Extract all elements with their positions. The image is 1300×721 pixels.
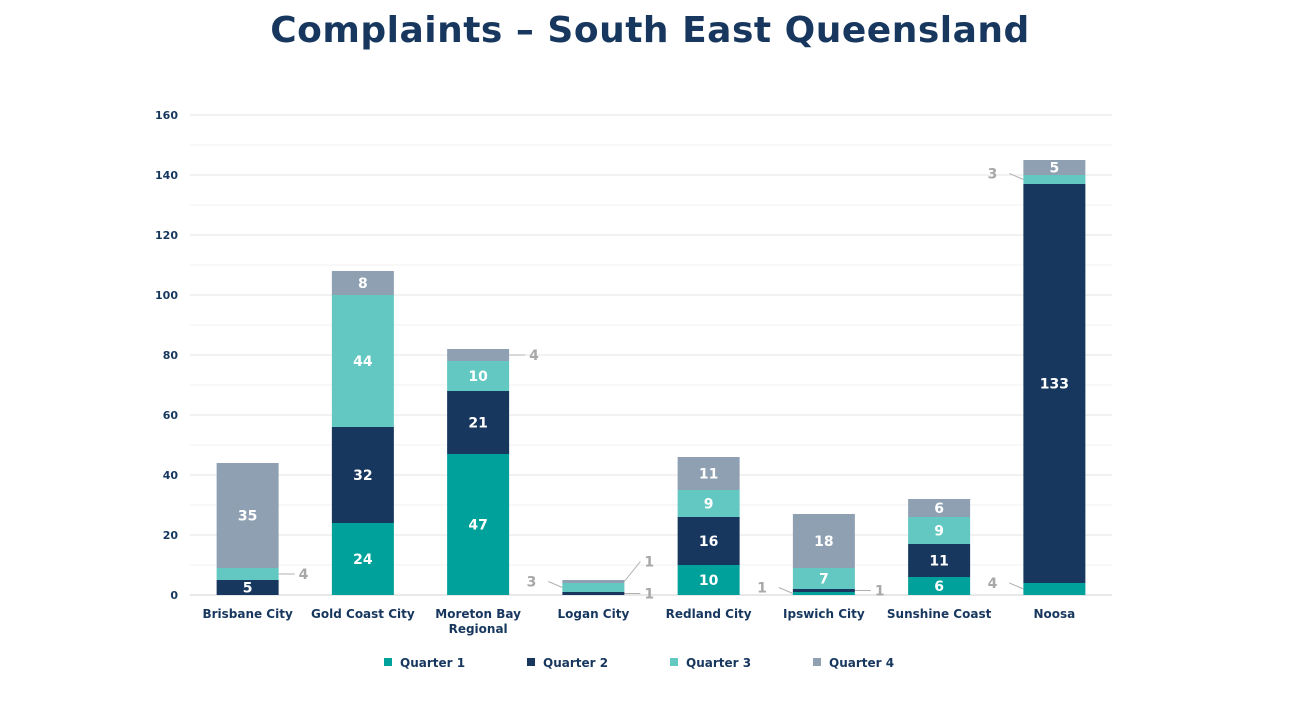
bar-segment-quarter-2	[331, 427, 394, 523]
callout-line	[548, 581, 563, 588]
data-label: 47	[468, 518, 487, 534]
data-label: 11	[699, 467, 718, 483]
x-axis: Brisbane City Gold Coast City Moreton BayR…	[202, 607, 1075, 636]
data-label: 6	[934, 501, 944, 517]
bar-segment-quarter-3	[562, 583, 625, 592]
data-label: 10	[468, 369, 488, 385]
bar-segment-quarter-4	[331, 271, 394, 295]
y-tick-label: 60	[163, 409, 179, 422]
bar-segment-quarter-2	[1023, 184, 1086, 583]
data-label: 44	[353, 354, 373, 370]
data-label: 18	[814, 534, 833, 550]
data-label: 9	[934, 524, 944, 540]
bar-segment-quarter-4	[1023, 160, 1086, 175]
callout-line	[778, 587, 794, 594]
y-tick-label: 80	[163, 349, 179, 362]
bar-segment-quarter-2	[792, 589, 855, 592]
x-category-label: Moreton Bay	[435, 607, 521, 621]
callout-line	[623, 561, 641, 582]
bar-segment-quarter-4	[562, 580, 625, 583]
legend-swatch	[527, 658, 535, 666]
bar-segment-quarter-4	[908, 499, 971, 517]
bar-segment-quarter-1	[792, 592, 855, 595]
bar-segment-quarter-4	[216, 463, 279, 568]
x-category-label: Ipswich City	[783, 607, 865, 621]
data-label: 32	[353, 468, 372, 484]
y-tick-label: 160	[155, 109, 178, 122]
x-category-label: Regional	[449, 622, 508, 636]
bars	[216, 160, 1086, 595]
data-label: 9	[704, 497, 714, 513]
bar-segment-quarter-1	[447, 454, 510, 595]
callout-label: 1	[644, 555, 654, 571]
y-tick-label: 20	[163, 529, 179, 542]
callout-label: 1	[875, 584, 885, 600]
callout-label: 3	[988, 167, 998, 183]
legend-label: Quarter 1	[400, 656, 465, 670]
legend: Quarter 1 Quarter 2 Quarter 3 Quarter 4	[384, 656, 894, 670]
x-category-label: Sunshine Coast	[887, 607, 992, 621]
data-label: 5	[243, 581, 253, 597]
callout-line	[1009, 173, 1024, 180]
legend-label: Quarter 4	[829, 656, 894, 670]
bar-segment-quarter-2	[447, 391, 510, 454]
data-label: 16	[699, 534, 718, 550]
x-category-label: Logan City	[557, 607, 629, 621]
y-tick-label: 120	[155, 229, 178, 242]
data-label: 11	[929, 554, 948, 570]
callout-line	[1009, 582, 1024, 590]
legend-swatch	[384, 658, 392, 666]
bar-segment-quarter-3	[792, 568, 855, 589]
bar-segment-quarter-2	[216, 580, 279, 595]
bar-segment-quarter-2	[562, 592, 625, 595]
legend-label: Quarter 3	[686, 656, 751, 670]
x-category-label: Noosa	[1033, 607, 1075, 621]
x-category-label: Redland City	[666, 607, 752, 621]
bar-segment-quarter-3	[216, 568, 279, 580]
data-label: 5	[1050, 161, 1060, 177]
bar-segment-quarter-3	[908, 517, 971, 544]
data-label: 6	[934, 579, 944, 595]
bar-segment-quarter-4	[447, 349, 510, 361]
y-tick-label: 40	[163, 469, 179, 482]
callout-label: 1	[757, 581, 767, 597]
bar-segment-quarter-3	[1023, 175, 1086, 184]
callout-label: 3	[527, 575, 537, 591]
data-label: 10	[699, 573, 719, 589]
x-category-label: Gold Coast City	[311, 607, 415, 621]
y-tick-label: 140	[155, 169, 178, 182]
data-label: 35	[238, 509, 257, 525]
bar-segment-quarter-3	[447, 361, 510, 391]
bar-segment-quarter-1	[677, 565, 740, 595]
bar-segment-quarter-1	[908, 577, 971, 595]
x-category-label: Brisbane City	[202, 607, 293, 621]
chart-title: Complaints – South East Queensland	[270, 10, 1030, 51]
bar-segment-quarter-3	[331, 295, 394, 427]
data-label: 133	[1040, 377, 1069, 393]
data-label: 21	[468, 416, 487, 432]
y-tick-label: 100	[155, 289, 178, 302]
bar-segment-quarter-1	[1023, 583, 1086, 595]
grid-lines	[190, 114, 1112, 596]
bar-segment-quarter-2	[677, 517, 740, 565]
bar-segment-quarter-1	[331, 523, 394, 595]
callout-label: 1	[644, 587, 654, 603]
y-axis: 0 20 40 60 80 100 120 140 160	[155, 109, 178, 602]
bar-segment-quarter-2	[908, 544, 971, 577]
legend-swatch	[670, 658, 678, 666]
callout-label: 4	[988, 576, 998, 592]
data-label: 8	[358, 276, 368, 292]
y-tick-label: 0	[170, 589, 178, 602]
bar-segment-quarter-4	[677, 457, 740, 490]
callout-label: 4	[299, 567, 309, 583]
data-label: 24	[353, 552, 373, 568]
data-label: 7	[819, 572, 829, 588]
bar-segment-quarter-3	[677, 490, 740, 517]
legend-swatch	[813, 658, 821, 666]
legend-label: Quarter 2	[543, 656, 608, 670]
callout-label: 4	[529, 348, 539, 364]
bar-segment-quarter-4	[792, 514, 855, 568]
